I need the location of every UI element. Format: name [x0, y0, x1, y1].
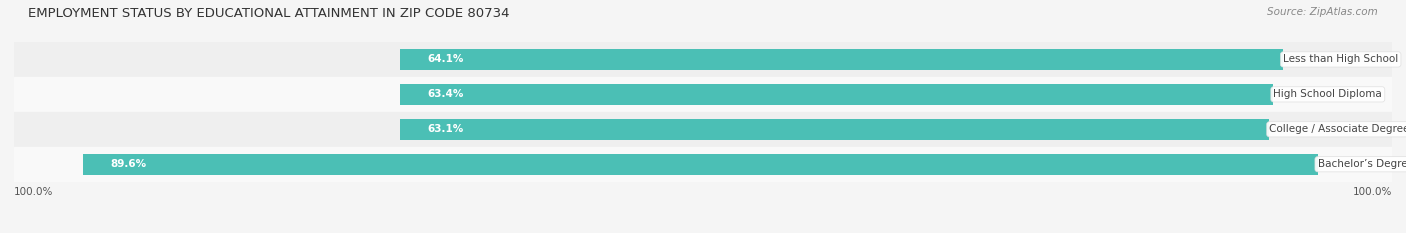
Bar	[399, 49, 1284, 70]
Text: 63.4%: 63.4%	[427, 89, 464, 99]
Text: 89.6%: 89.6%	[111, 159, 146, 169]
Bar	[83, 154, 1317, 175]
Bar	[14, 77, 1392, 112]
Bar	[399, 119, 1270, 140]
Text: 100.0%: 100.0%	[1353, 187, 1392, 197]
Text: High School Diploma: High School Diploma	[1274, 89, 1382, 99]
Text: Source: ZipAtlas.com: Source: ZipAtlas.com	[1267, 7, 1378, 17]
Text: Less than High School: Less than High School	[1284, 55, 1399, 64]
Text: EMPLOYMENT STATUS BY EDUCATIONAL ATTAINMENT IN ZIP CODE 80734: EMPLOYMENT STATUS BY EDUCATIONAL ATTAINM…	[28, 7, 509, 20]
Bar	[14, 42, 1392, 77]
Bar	[399, 84, 1274, 105]
Bar	[14, 147, 1392, 182]
Text: 100.0%: 100.0%	[14, 187, 53, 197]
Text: 64.1%: 64.1%	[427, 55, 464, 64]
Bar	[14, 112, 1392, 147]
Text: Bachelor’s Degree or higher: Bachelor’s Degree or higher	[1317, 159, 1406, 169]
Text: College / Associate Degree: College / Associate Degree	[1270, 124, 1406, 134]
Text: 63.1%: 63.1%	[427, 124, 464, 134]
